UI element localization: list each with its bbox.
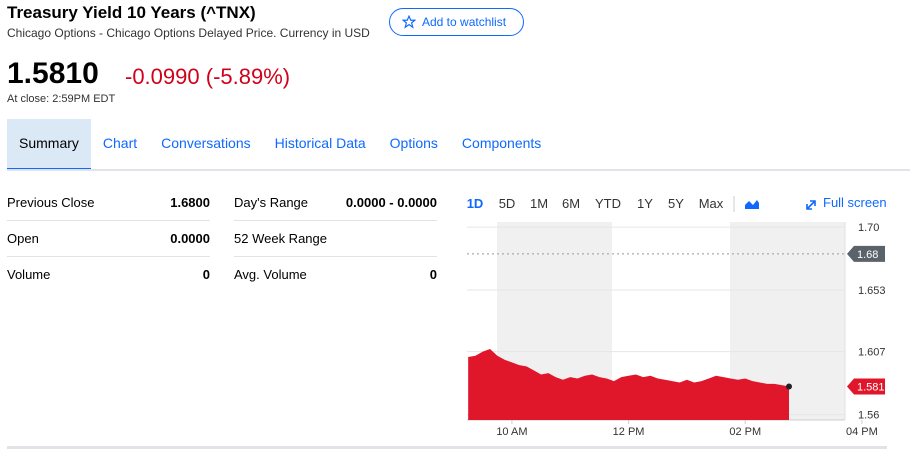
y-tick-label: 1.607	[858, 347, 886, 359]
marker-label: 1.581	[857, 382, 885, 394]
title: Treasury Yield 10 Years (^TNX)	[7, 3, 256, 22]
stat-label: 52 Week Range	[234, 231, 327, 246]
x-tick-label: 12 PM	[613, 426, 645, 438]
tab[interactable]: Historical Data	[274, 135, 366, 151]
tab[interactable]: Conversations	[161, 135, 251, 151]
tab-bar: Summary Chart Conversations Historical Data…	[7, 119, 553, 170]
range-button[interactable]: YTD	[595, 196, 621, 211]
x-tick-label: 02 PM	[729, 426, 761, 438]
range-button[interactable]: 6M	[562, 196, 580, 211]
last-point	[786, 383, 792, 390]
stat-row: Avg. Volume 0	[234, 257, 437, 293]
change-percent: (-5.89%)	[205, 64, 291, 89]
tab[interactable]: Chart	[102, 135, 138, 151]
change: -0.0990 (-5.89%)	[125, 64, 290, 90]
tab[interactable]: Components	[461, 135, 542, 151]
fullscreen-icon[interactable]	[806, 200, 816, 210]
range-button[interactable]: Max	[699, 196, 724, 211]
tab[interactable]: Options	[389, 135, 438, 151]
watchlist-label: Add to watchlist	[422, 15, 507, 29]
y-tick-label: 1.56	[858, 410, 879, 422]
range-button[interactable]: 5D	[499, 196, 516, 211]
chart: 1D 5D 1M 6M YTD 1Y 5Y Max Full screen 1.70 1.653 1.…	[467, 195, 887, 438]
range-button[interactable]: 1M	[530, 196, 548, 211]
tab[interactable]: Summary	[7, 119, 91, 170]
y-tick-label: 1.70	[858, 222, 879, 234]
divider	[7, 169, 910, 171]
watchlist-button[interactable]: Add to watchlist	[389, 8, 524, 36]
stat-label: Volume	[7, 267, 51, 282]
marker-tag	[847, 245, 885, 262]
x-tick-label: 10 AM	[496, 426, 527, 438]
range-button[interactable]: 5Y	[668, 196, 684, 211]
range-button[interactable]: 1D	[467, 196, 484, 211]
price: 1.5810	[7, 57, 99, 90]
stat-row: Volume 0	[7, 257, 210, 293]
change-value: -0.0990	[125, 64, 200, 89]
star-icon	[402, 15, 416, 29]
marker-tag	[847, 378, 885, 395]
stat-value: 0.0000 - 0.0000	[345, 195, 437, 210]
stat-row: 52 Week Range	[234, 221, 437, 257]
chart-type-icon[interactable]	[745, 200, 759, 209]
marker-label: 1.68	[857, 249, 878, 261]
stat-value: 1.6800	[170, 195, 210, 210]
x-tick-label: 04 PM	[846, 426, 878, 438]
range-button[interactable]: 1Y	[637, 196, 653, 211]
stat-value: 0	[202, 267, 210, 282]
stat-row: Open 0.0000	[7, 221, 210, 257]
stat-value: 0.0000	[170, 231, 210, 246]
stat-value: 0	[429, 267, 437, 282]
full-screen[interactable]: Full screen	[823, 195, 887, 210]
area	[468, 348, 789, 420]
stat-row: Day's Range 0.0000 - 0.0000	[234, 185, 437, 221]
y-tick-label: 1.653	[858, 285, 886, 297]
stat-label: Previous Close	[7, 195, 95, 210]
stat-label: Open	[7, 231, 39, 246]
close-time: At close: 2:59PM EDT	[7, 93, 116, 105]
stat-label: Avg. Volume	[234, 267, 307, 282]
stat-row: Previous Close 1.6800	[7, 185, 210, 221]
divider	[7, 446, 887, 449]
subtitle: Chicago Options - Chicago Options Delaye…	[7, 26, 370, 40]
stat-label: Day's Range	[234, 195, 309, 210]
